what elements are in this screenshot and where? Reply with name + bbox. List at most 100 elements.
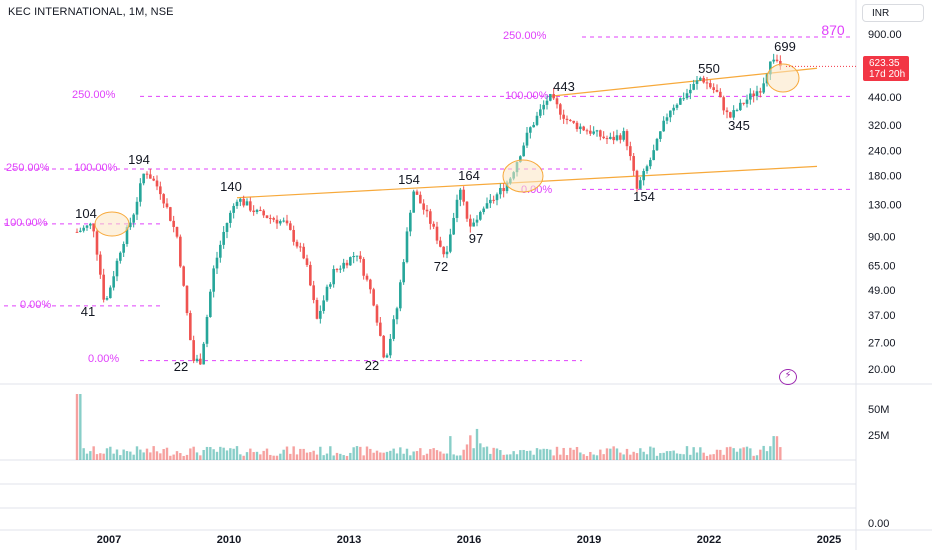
volume-bar [445,453,449,460]
volume-bar [655,455,659,460]
volume-tick-label: 0.00 [868,518,889,530]
candle-body [192,340,195,362]
volume-bar [142,452,145,460]
candle-body [79,230,82,232]
candle-body [395,308,399,320]
candle-body [295,241,299,247]
volume-bar [395,453,399,460]
volume-bar [675,453,679,460]
candle-body [142,173,145,184]
candle-body [762,83,765,93]
candle-body [749,93,752,100]
volume-bar [89,451,92,460]
candle-body [229,212,232,223]
price-annotation: 22 [174,359,188,374]
fib-level-label: 100.00% [74,162,118,174]
volume-bar [172,454,175,460]
volume-bar [335,452,339,460]
candle-body [359,255,362,260]
price-annotation: 72 [434,259,448,274]
volume-bar [199,455,202,460]
candle-body [135,201,139,215]
candle-body [612,136,615,141]
volume-bar [519,450,522,460]
volume-bar [102,453,105,460]
volume-bar [159,453,162,460]
candle-body [219,244,222,258]
volume-bar [189,448,192,460]
time-tick-label: 2016 [457,534,481,546]
volume-bar [342,455,345,460]
candle-body [585,130,589,132]
candle-body [672,107,675,111]
candle-body [682,98,685,100]
chart-title: KEC INTERNATIONAL, 1M, NSE [8,6,174,18]
candle-body [459,189,462,200]
volume-bar [315,454,319,460]
price-annotation: 699 [774,39,796,54]
lightning-icon[interactable]: ⚡ [779,369,797,385]
volume-bar [529,450,532,460]
volume-series [75,394,782,460]
candle-body [689,89,692,94]
volume-bar [605,448,609,460]
fib-level-label: 0.00% [88,353,119,365]
volume-bar [285,446,289,460]
candle-body [259,209,262,211]
volume-bar [255,451,259,460]
volume-bar [659,453,662,460]
candle-body [272,218,275,220]
volume-bar [362,455,365,460]
volume-bar [589,451,592,460]
volume-bar [122,449,125,460]
volume-bar [202,449,205,460]
currency-button[interactable]: INR [862,4,924,22]
candle-body [289,223,292,230]
volume-tick-label: 50M [868,404,889,416]
candle-body [362,259,365,276]
volume-bar [382,452,385,460]
volume-bar [222,447,225,460]
candle-body [149,174,152,179]
candle-body [452,217,455,235]
volume-bar [145,448,149,460]
candle-body [569,119,572,121]
price-tick-label: 240.00 [868,145,902,157]
price-annotation: 345 [728,118,750,133]
volume-bar [435,450,439,460]
volume-bar [739,448,742,460]
candle-body [132,214,135,223]
candle-body [125,227,129,244]
candle-body [179,236,182,267]
price-annotation: 41 [81,304,95,319]
candle-body [775,59,779,61]
price-tick-label: 90.00 [868,232,896,244]
volume-bar [692,447,695,460]
price-annotation: 443 [553,79,575,94]
volume-bar [572,449,575,460]
candle-body [195,358,199,362]
candle-body [299,246,302,248]
candle-body [379,322,382,336]
candle-body [432,223,435,227]
bar-countdown: 17d 20h [869,69,906,80]
candle-body [75,231,79,233]
price-annotation: 550 [698,61,720,76]
candle-body [529,127,532,133]
volume-bar [85,453,89,460]
candle-body [389,338,392,356]
volume-bar [649,446,652,460]
volume-bar [389,450,392,460]
candle-body [349,257,352,266]
candle-body [252,210,255,213]
candle-body [265,215,269,218]
volume-bar [175,451,179,460]
candle-body [182,266,185,286]
candle-body [722,97,725,111]
volume-bar [405,448,409,460]
candle-body [589,130,592,134]
price-annotations: 104 41 194 22 140 22 154 72 164 97 443 154 550 345 699… [75,22,856,374]
highlight-circle [502,159,544,193]
candle-body [152,178,155,181]
